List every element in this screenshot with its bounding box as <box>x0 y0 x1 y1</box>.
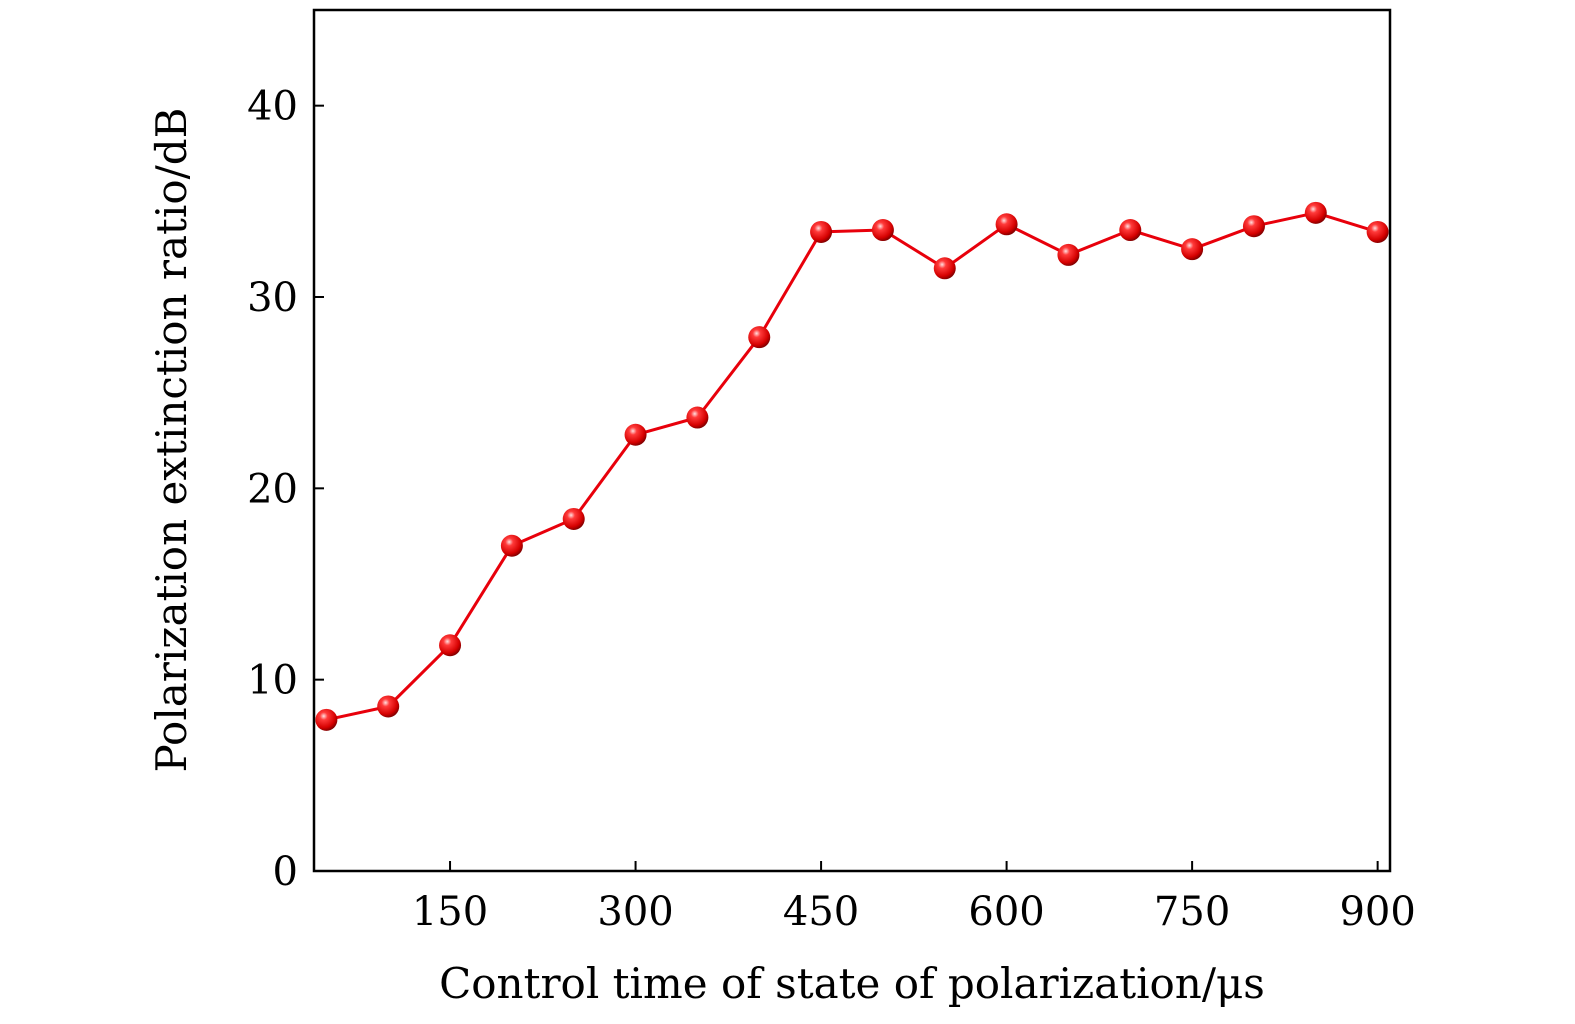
x-tick-label: 900 <box>1339 889 1415 935</box>
x-tick-label: 750 <box>1154 889 1230 935</box>
data-point <box>624 423 647 446</box>
data-point <box>1366 220 1389 243</box>
series-line <box>326 211 1379 722</box>
x-axis: 150 300 450 600 750 900 <box>412 861 1416 935</box>
data-point <box>995 213 1018 236</box>
data-point <box>686 406 709 429</box>
data-point <box>933 257 956 280</box>
x-tick-label: 600 <box>968 889 1044 935</box>
x-tick-label: 300 <box>597 889 673 935</box>
data-point <box>1304 201 1327 224</box>
y-tick-label: 30 <box>247 275 298 321</box>
y-tick-label: 0 <box>273 849 298 895</box>
data-point <box>810 220 833 243</box>
series-layer <box>315 201 1389 731</box>
data-point <box>439 634 462 657</box>
plot-frame <box>312 8 1392 873</box>
data-point <box>1057 243 1080 266</box>
y-axis-title: Polarization extinction ratio/dB <box>147 107 196 772</box>
data-point <box>1181 238 1204 261</box>
x-axis-title: Control time of state of polarization/μs <box>439 959 1265 1008</box>
data-point <box>500 534 523 557</box>
data-point <box>377 695 400 718</box>
data-point <box>1119 219 1142 242</box>
data-point <box>1242 215 1265 238</box>
y-tick-label: 10 <box>247 658 298 704</box>
data-point <box>748 326 771 349</box>
data-point <box>315 708 338 731</box>
y-tick-label: 20 <box>247 466 298 512</box>
y-axis: 0 10 20 30 40 <box>247 84 324 895</box>
data-point <box>562 507 585 530</box>
y-tick-label: 40 <box>247 84 298 130</box>
data-point <box>871 219 894 242</box>
x-tick-label: 150 <box>412 889 488 935</box>
x-tick-label: 450 <box>783 889 859 935</box>
